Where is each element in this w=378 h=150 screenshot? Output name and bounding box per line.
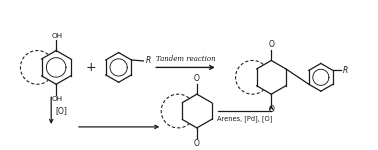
Text: O: O [194, 139, 200, 148]
Text: [O]: [O] [55, 106, 67, 116]
Text: OH: OH [51, 96, 63, 102]
Text: O: O [194, 74, 200, 83]
Text: R: R [146, 56, 150, 65]
Text: Arenes, [Pd], [O]: Arenes, [Pd], [O] [217, 115, 272, 122]
Text: Tandem reaction: Tandem reaction [156, 56, 215, 63]
Text: +: + [85, 61, 96, 74]
Text: OH: OH [51, 33, 63, 39]
Text: O: O [268, 105, 274, 114]
Text: R: R [343, 66, 348, 75]
Text: O: O [268, 40, 274, 49]
